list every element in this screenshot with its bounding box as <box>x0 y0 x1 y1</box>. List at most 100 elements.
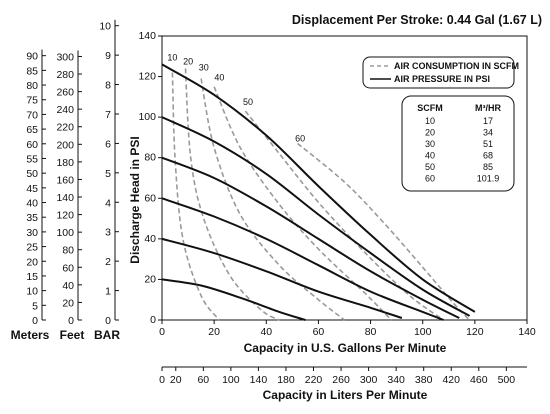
air-pressure-line <box>161 63 476 313</box>
meters-axis-title: Meters <box>11 328 50 342</box>
feet-tick-label: 240 <box>56 104 74 116</box>
feet-tick-label: 60 <box>62 262 74 274</box>
x-tick-label: 140 <box>518 326 536 338</box>
bar-tick-label: 7 <box>105 109 111 121</box>
liters-tick-label: 100 <box>222 374 240 386</box>
x-tick-label: 40 <box>260 326 272 338</box>
conversion-cell-scfm: 60 <box>425 174 435 184</box>
bar-tick-label: 1 <box>105 286 111 298</box>
x-tick-label: 120 <box>466 326 484 338</box>
liters-tick-label: 0 <box>159 374 165 386</box>
air-pressure-line <box>161 278 306 321</box>
air-pressure-line <box>161 237 403 319</box>
bar-tick-label: 10 <box>99 21 111 33</box>
meters-tick-label: 85 <box>26 65 38 77</box>
conversion-cell-m3hr: 68 <box>483 151 493 161</box>
liters-tick-label: 380 <box>415 374 433 386</box>
air-consumption-label: 20 <box>183 56 193 66</box>
liters-tick-label: 140 <box>250 374 268 386</box>
x-tick-label: 80 <box>365 326 377 338</box>
air-pressure-curves <box>161 63 476 321</box>
liters-tick-label: 260 <box>332 374 350 386</box>
meters-tick-label: 35 <box>26 212 38 224</box>
legend-air-consumption: AIR CONSUMPTION IN SCFM <box>394 61 519 71</box>
y-axis-title: Discharge Head in PSI <box>128 136 142 263</box>
bar-tick-label: 3 <box>105 227 111 239</box>
y-tick-label: 100 <box>138 111 156 123</box>
meters-tick-label: 45 <box>26 183 38 195</box>
feet-tick-label: 100 <box>56 227 74 239</box>
air-consumption-line-20-scfm <box>184 68 280 321</box>
feet-tick-label: 20 <box>62 297 74 309</box>
x-tick-label: 60 <box>313 326 325 338</box>
air-consumption-line-60-scfm <box>297 142 471 321</box>
meters-tick-label: 70 <box>26 109 38 121</box>
feet-tick-label: 40 <box>62 280 74 292</box>
conversion-cell-m3hr: 101.9 <box>477 174 500 184</box>
bar-tick-label: 4 <box>105 197 111 209</box>
meters-tick-label: 80 <box>26 80 38 92</box>
feet-tick-label: 220 <box>56 122 74 134</box>
conversion-cell-scfm: 50 <box>425 162 435 172</box>
conversion-header-scfm: SCFM <box>417 103 443 113</box>
conversion-cell-scfm: 10 <box>425 116 435 126</box>
meters-tick-label: 25 <box>26 242 38 254</box>
conversion-cell-m3hr: 34 <box>483 128 493 138</box>
feet-tick-label: 180 <box>56 157 74 169</box>
liters-tick-label: 180 <box>277 374 295 386</box>
conversion-table: SCFM M³/HR 10 17 20 34 30 51 40 68 50 85 60 101.9 <box>401 95 515 192</box>
feet-tick-label: 300 <box>56 51 74 63</box>
y-tick-label: 80 <box>144 152 156 164</box>
meters-tick-label: 55 <box>26 153 38 165</box>
y-tick-label: 20 <box>144 273 156 285</box>
bar-tick-label: 8 <box>105 80 111 92</box>
y-tick-label: 40 <box>144 233 156 245</box>
y-tick-label: 0 <box>150 314 156 326</box>
legend-box <box>362 56 515 89</box>
x-tick-label: 0 <box>159 326 165 338</box>
air-consumption-line-50-scfm <box>244 110 445 321</box>
meters-tick-label: 65 <box>26 124 38 136</box>
liters-tick-label: 300 <box>360 374 378 386</box>
bar-tick-label: 9 <box>105 50 111 62</box>
air-consumption-label: 10 <box>167 52 177 62</box>
liters-tick-label: 20 <box>170 374 182 386</box>
meters-tick-label: 0 <box>32 315 38 327</box>
conversion-header-m3hr: M³/HR <box>475 103 501 113</box>
y-tick-label: 140 <box>138 30 156 42</box>
air-pressure-line <box>161 197 444 321</box>
liters-tick-label: 60 <box>197 374 209 386</box>
meters-tick-label: 20 <box>26 256 38 268</box>
bar-tick-label: 0 <box>105 315 111 327</box>
feet-tick-label: 80 <box>62 245 74 257</box>
conversion-cell-m3hr: 17 <box>483 116 493 126</box>
feet-tick-label: 260 <box>56 87 74 99</box>
liters-axis: Capacity in Liters Per Minute 0 20 60 100 14… <box>159 366 527 402</box>
y-tick-label: 120 <box>138 71 156 83</box>
meters-tick-label: 10 <box>26 286 38 298</box>
air-consumption-label: 60 <box>295 133 305 143</box>
x-axis-title: Capacity in U.S. Gallons Per Minute <box>244 341 447 355</box>
meters-tick-label: 50 <box>26 168 38 180</box>
air-consumption-line-30-scfm <box>200 78 345 321</box>
x-tick-label: 100 <box>414 326 432 338</box>
displacement-title: Displacement Per Stroke: 0.44 Gal (1.67 … <box>292 13 542 27</box>
conversion-cell-scfm: 40 <box>425 151 435 161</box>
conversion-cell-scfm: 30 <box>425 139 435 149</box>
bar-tick-label: 2 <box>105 256 111 268</box>
feet-tick-label: 200 <box>56 139 74 151</box>
liters-tick-label: 340 <box>387 374 405 386</box>
conversion-cell-m3hr: 51 <box>483 139 493 149</box>
meters-tick-label: 75 <box>26 95 38 107</box>
meters-tick-label: 40 <box>26 198 38 210</box>
feet-tick-label: 120 <box>56 210 74 222</box>
meters-tick-label: 5 <box>32 300 38 312</box>
feet-tick-label: 0 <box>68 315 74 327</box>
feet-tick-label: 160 <box>56 174 74 186</box>
conversion-table-box <box>401 95 515 192</box>
feet-tick-label: 280 <box>56 69 74 81</box>
x-tick-label: 20 <box>208 326 220 338</box>
conversion-cell-scfm: 20 <box>425 128 435 138</box>
conversion-cell-m3hr: 85 <box>483 162 493 172</box>
